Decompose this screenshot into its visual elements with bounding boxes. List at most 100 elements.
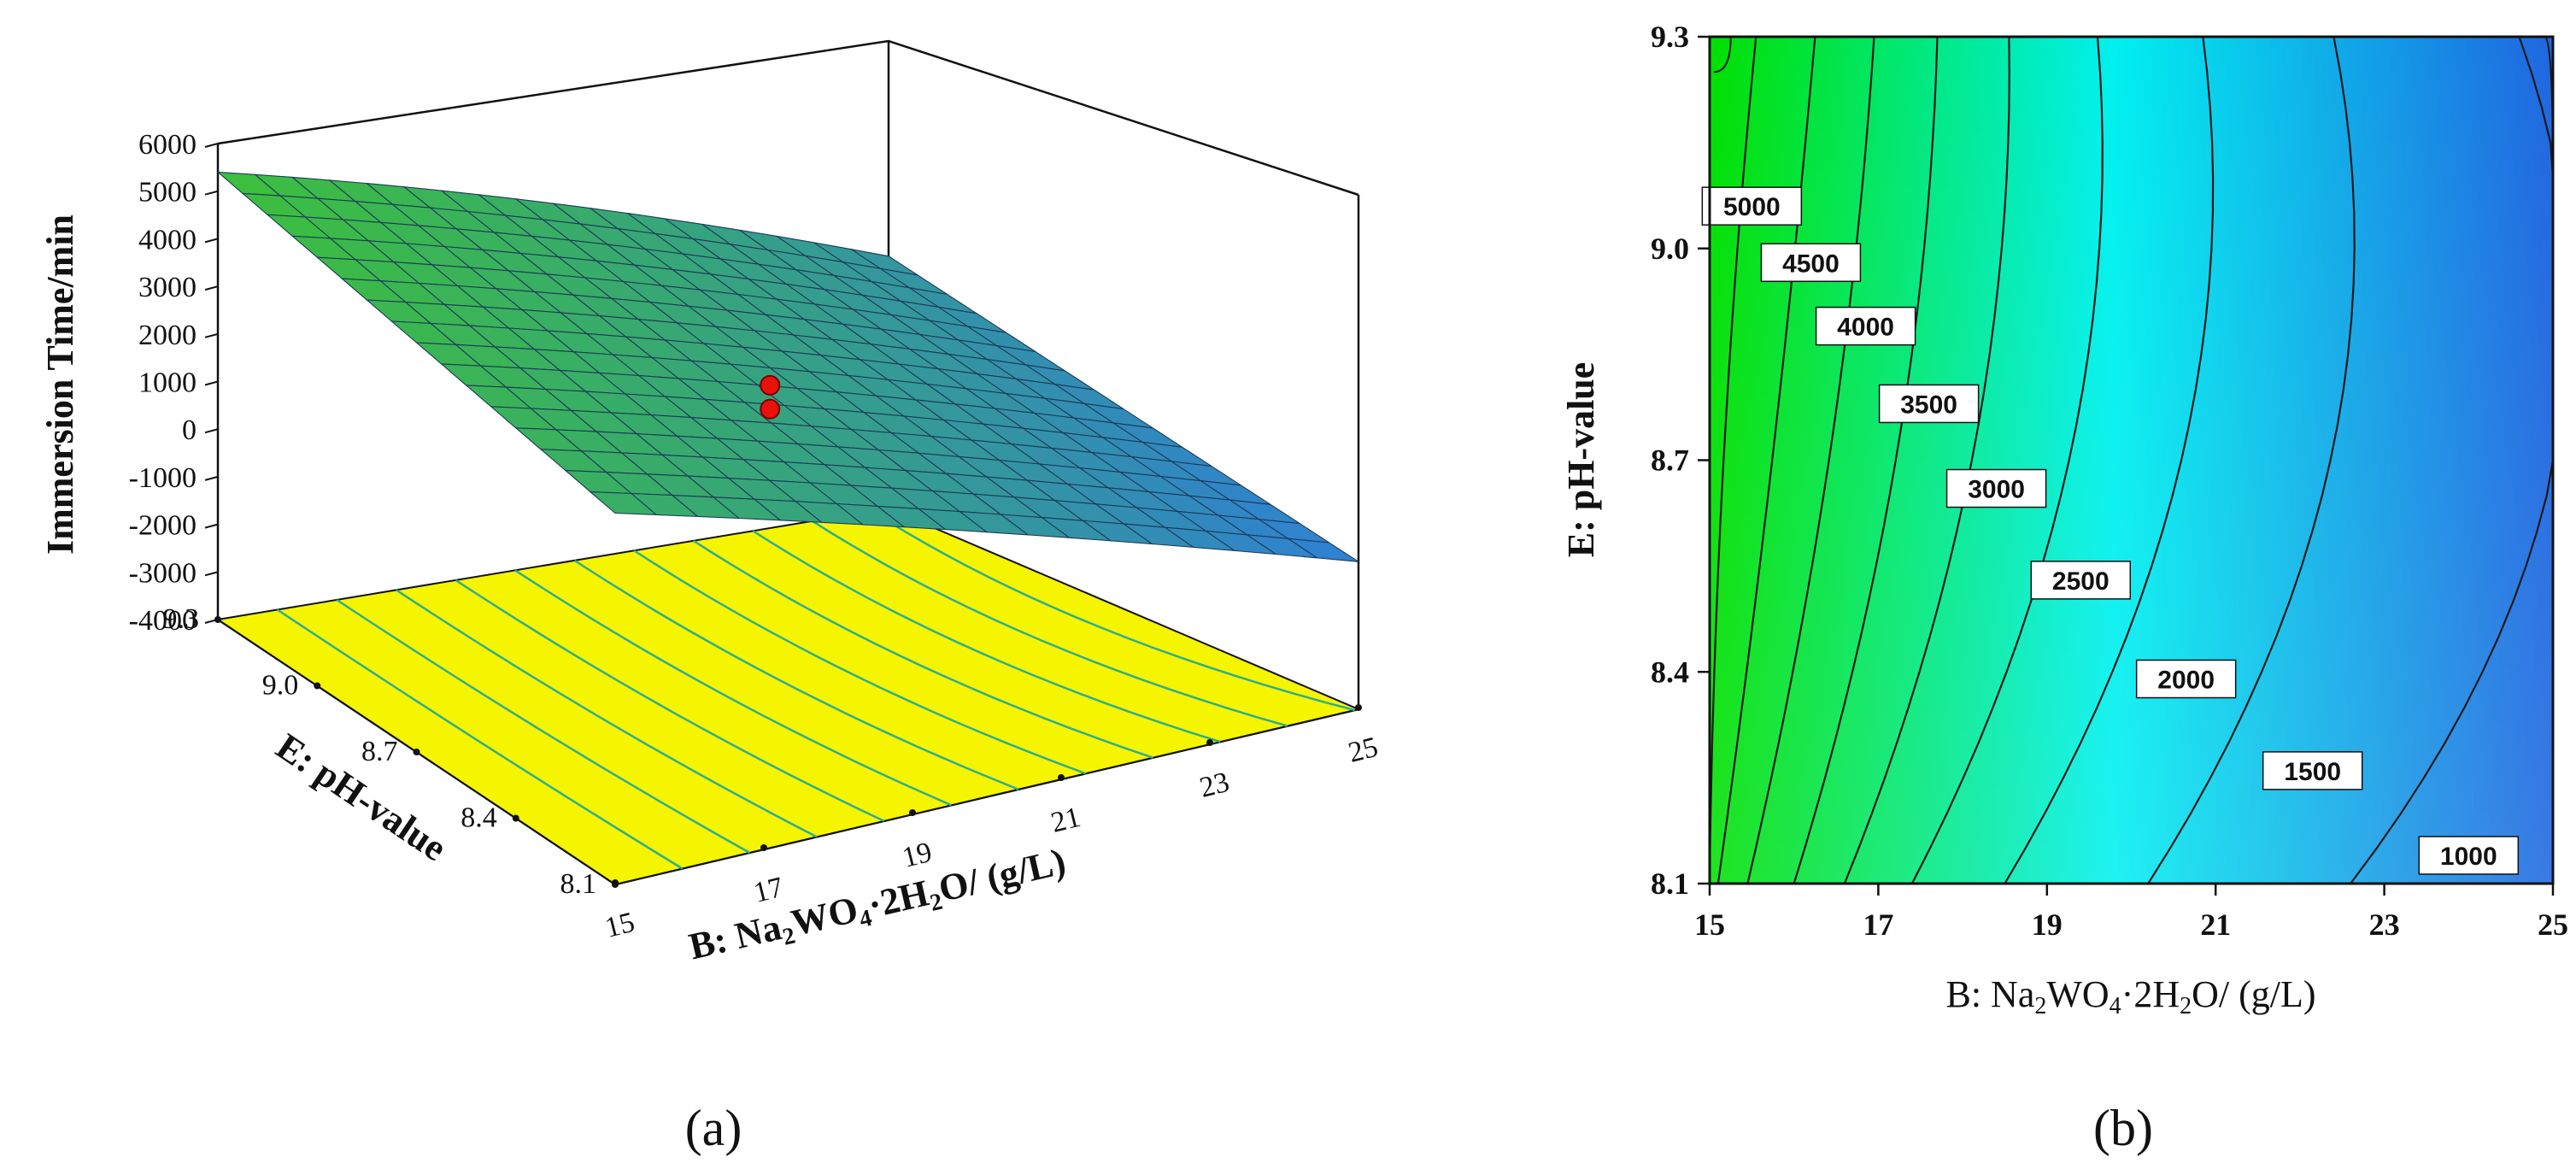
contour-label-box bbox=[2262, 751, 2363, 790]
y-tick-label: 8.1 bbox=[560, 868, 597, 900]
x-tick-label: 21 bbox=[2200, 908, 2231, 942]
contour-line bbox=[1843, 36, 2010, 884]
floor-contour-line bbox=[396, 589, 818, 838]
contour-floor bbox=[215, 507, 1362, 886]
contour-label-box bbox=[1945, 468, 2047, 508]
x-tick bbox=[1206, 739, 1213, 746]
y-tick bbox=[413, 749, 420, 755]
surface-plot-panel: -4000 -3000 -2000 -1000 0 1000 2000 3000 4000 500… bbox=[39, 39, 1381, 1156]
x-tick-label: 25 bbox=[1345, 731, 1381, 769]
z-axis: -4000 -3000 -2000 -1000 0 1000 2000 3000 4000 500… bbox=[129, 129, 219, 637]
design-point bbox=[760, 374, 781, 396]
y-axis: 8.1 8.4 8.7 9.0 9.3 bbox=[1651, 20, 1710, 901]
contour-shade bbox=[1710, 37, 2553, 884]
contour-label: 1500 bbox=[2284, 758, 2341, 786]
contour-line bbox=[1746, 36, 1875, 884]
contour-label-box bbox=[2030, 561, 2132, 600]
floor-contour-lines bbox=[276, 510, 1355, 870]
y-tick-label: 9.3 bbox=[1651, 20, 1689, 54]
x-axis: 15 17 19 21 23 25 bbox=[601, 704, 1381, 944]
contour-label-box bbox=[1760, 243, 1862, 283]
y-tick bbox=[214, 616, 221, 623]
floor-contour-line bbox=[514, 569, 952, 807]
x-tick-label: 17 bbox=[750, 872, 786, 909]
y-tick-label: 8.4 bbox=[1651, 655, 1689, 689]
contour-label-box bbox=[1701, 186, 1803, 226]
contour-label: 3500 bbox=[1900, 391, 1957, 419]
z-tick bbox=[204, 285, 219, 291]
x-tick bbox=[1058, 774, 1065, 781]
z-tick-label: -4000 bbox=[129, 605, 197, 637]
contour-label: 2500 bbox=[2052, 567, 2110, 596]
contour-line bbox=[1793, 36, 1939, 884]
z-tick-label: 6000 bbox=[138, 129, 197, 161]
x-tick-label: 15 bbox=[601, 907, 637, 944]
y-tick-label: 9.0 bbox=[262, 670, 299, 702]
y-axis: 8.1 8.4 8.7 9.0 9.3 bbox=[163, 603, 619, 900]
contour-label: 5000 bbox=[1723, 193, 1781, 221]
y-tick bbox=[612, 881, 619, 888]
z-tick bbox=[204, 523, 219, 529]
contour-label-box bbox=[2418, 836, 2520, 875]
design-points bbox=[760, 374, 781, 420]
y-tick-label: 8.1 bbox=[1651, 866, 1689, 901]
x-tick bbox=[760, 844, 767, 851]
y-tick bbox=[512, 814, 519, 822]
surface-cell bbox=[1288, 538, 1359, 562]
z-tick-label: 5000 bbox=[138, 177, 197, 209]
floor-contour-line bbox=[871, 510, 1355, 712]
panel-label-a: (a) bbox=[685, 1100, 742, 1156]
z-axis-title: Immersion Time/min bbox=[39, 214, 81, 555]
y-tick-label: 8.7 bbox=[361, 736, 398, 767]
x-tick-label: 17 bbox=[1863, 908, 1893, 942]
floor-contour-line bbox=[633, 549, 1087, 775]
contour-label-box bbox=[2135, 659, 2237, 699]
z-tick bbox=[204, 143, 219, 148]
y-axis-title: E: pH-value bbox=[1560, 362, 1602, 558]
z-tick bbox=[204, 190, 219, 196]
contour-label-box bbox=[1815, 306, 1916, 346]
contour-label: 1000 bbox=[2440, 843, 2497, 871]
x-axis-title: B: Na2WO4·2H2O/ (g/L) bbox=[685, 840, 1071, 972]
floor-contour-line bbox=[812, 520, 1288, 727]
y-tick bbox=[314, 682, 321, 690]
z-tick bbox=[204, 238, 219, 244]
z-tick bbox=[204, 475, 219, 481]
contour-label: 4500 bbox=[1782, 250, 1840, 278]
x-tick bbox=[909, 809, 916, 816]
x-tick-label: 15 bbox=[1694, 908, 1725, 942]
z-tick bbox=[204, 428, 219, 434]
contour-line bbox=[1716, 36, 1816, 884]
contour-line bbox=[1910, 36, 2104, 884]
contour-line bbox=[2004, 36, 2215, 884]
response-surface bbox=[216, 171, 1359, 562]
z-tick-label: 3000 bbox=[138, 272, 197, 303]
y-tick-label: 9.0 bbox=[1651, 232, 1689, 266]
z-tick-label: -2000 bbox=[129, 510, 197, 542]
floor-contour-line bbox=[693, 539, 1153, 759]
contour-line bbox=[1713, 36, 1732, 73]
contour-label: 2000 bbox=[2157, 667, 2215, 695]
x-tick-label: 19 bbox=[2032, 908, 2063, 942]
x-axis-title: B: Na2WO4·2H2O/ (g/L) bbox=[1945, 973, 2315, 1019]
floor-contour-line bbox=[573, 559, 1019, 790]
z-tick-label: 0 bbox=[182, 414, 197, 446]
x-tick-label: 25 bbox=[2538, 908, 2568, 942]
floor-contour-line bbox=[455, 579, 885, 822]
floor-contour-line bbox=[336, 598, 751, 854]
contour-line bbox=[2147, 36, 2356, 884]
contour-label-box bbox=[1878, 384, 1980, 424]
y-tick-label: 9.3 bbox=[163, 603, 200, 635]
z-tick bbox=[204, 380, 219, 386]
contour-label: 4000 bbox=[1837, 314, 1894, 342]
z-tick-label: 2000 bbox=[138, 320, 197, 351]
z-tick-label: 1000 bbox=[138, 367, 197, 399]
x-tick bbox=[1355, 704, 1362, 711]
x-tick-label: 19 bbox=[899, 837, 935, 874]
z-tick bbox=[204, 332, 219, 338]
design-point bbox=[760, 398, 781, 420]
floor-contour-line bbox=[276, 608, 684, 870]
floor-contour-line bbox=[752, 530, 1221, 743]
